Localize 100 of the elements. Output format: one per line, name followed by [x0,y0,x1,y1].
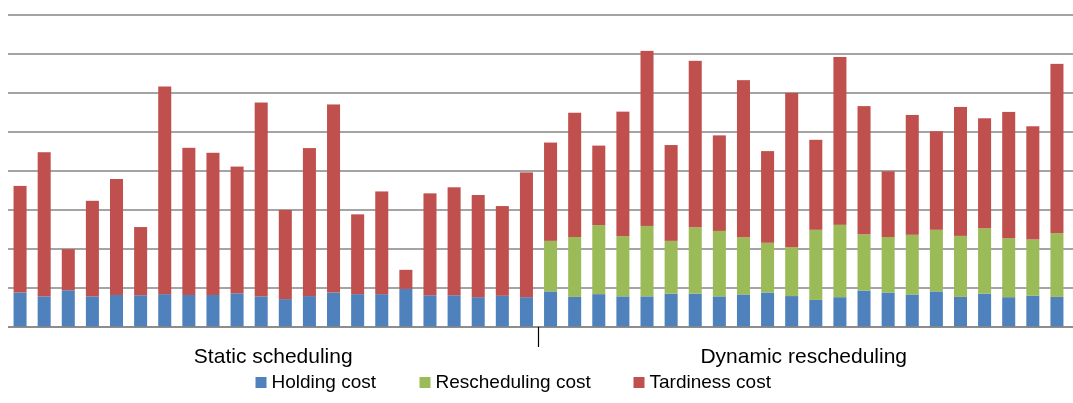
bar [375,191,389,295]
bar [761,242,775,293]
bar [110,294,124,327]
bar [761,292,775,327]
bar [833,56,847,225]
bar [327,104,341,293]
bar [833,297,847,327]
bar [1050,233,1064,297]
bar [399,269,413,289]
bar [327,292,341,327]
bar [399,288,413,327]
bar [544,291,558,327]
bar [230,293,244,327]
bar [640,50,654,226]
bar [568,236,582,297]
bar [905,294,919,327]
bar [1002,111,1016,239]
bar [254,102,268,297]
bar [640,225,654,297]
bar [592,294,606,327]
bar [1002,238,1016,298]
bar [785,247,799,297]
bar [761,151,775,243]
bar [664,240,678,294]
bar [785,296,799,327]
bar [278,209,292,300]
text: Static scheduling [193,344,353,367]
bar [544,240,558,292]
bar [568,296,582,327]
bar [134,227,148,296]
bar [592,225,606,295]
bar [833,224,847,298]
bar [568,112,582,237]
bar [519,172,533,298]
bar [616,236,630,297]
legend-label: Holding cost [271,371,377,392]
bar [544,142,558,241]
bar [423,295,437,327]
bar [182,294,196,327]
bar [929,291,943,327]
bar [688,227,702,294]
bar [688,293,702,327]
bar [978,118,992,229]
bar [616,296,630,327]
bar [447,187,461,296]
bar [1026,126,1040,240]
bar [809,299,823,327]
bar [1002,297,1016,327]
bar [85,296,99,327]
bar [736,294,750,327]
bar [85,200,99,297]
bar [302,148,316,297]
bar [857,234,871,291]
bar [519,297,533,327]
text: Dynamic rescheduling [700,344,908,367]
bar [1026,295,1040,327]
bar [447,295,461,327]
bar [953,235,967,297]
bar [351,214,365,295]
bar [857,290,871,327]
bar [351,294,365,327]
bar [423,193,437,296]
bar [302,296,316,327]
bar [375,294,389,327]
bar [592,145,606,226]
bar [471,195,485,298]
bar [61,249,75,291]
bar [495,206,509,296]
bar [37,152,51,297]
bar [664,145,678,241]
bar [857,106,871,235]
bar [929,131,943,230]
bar [182,147,196,295]
bar [809,229,823,300]
bar [881,236,895,293]
bar [254,296,268,327]
bar [736,237,750,295]
bar [688,60,702,228]
bar [616,111,630,237]
bar [13,185,27,293]
bar [134,295,148,327]
bar [785,92,799,248]
bar [206,294,220,327]
bar [881,292,895,327]
bar [206,152,220,295]
bar [929,229,943,292]
bar [37,296,51,327]
bar [471,297,485,327]
bar [712,296,726,327]
bar [230,166,244,294]
bar [978,228,992,294]
bar [712,135,726,231]
legend-label: Tardiness cost [649,371,772,392]
bar [953,296,967,327]
bar [736,80,750,238]
bar [110,179,124,295]
bar [278,299,292,327]
bar [158,86,172,295]
legend-label: Rescheduling cost [435,371,592,392]
bar [664,293,678,327]
